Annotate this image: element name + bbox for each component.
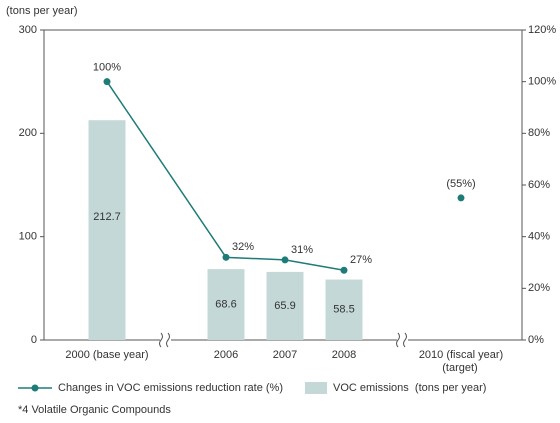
y2-tick-label: 0% [528,334,544,346]
axis-breaks [159,332,408,348]
legend-label: VOC emissions (tons per year) [333,382,486,394]
legend-swatch [305,382,327,394]
legend-label: Changes in VOC emissions reduction rate … [58,382,283,394]
footnote: *4 Volatile Organic Compounds [18,404,171,416]
x-tick-label: 2006 [214,349,238,361]
bar-value-label: 212.7 [93,211,121,223]
target-label: (target) [442,362,477,374]
x-tick-label: 2000 (base year) [65,349,148,361]
line-point [103,78,111,86]
y-tick-label: 0 [31,334,37,346]
target-point [457,194,465,202]
line-value-label: 31% [291,244,313,256]
y2-tick-label: 80% [528,127,550,139]
bar [207,269,245,340]
line [106,81,345,271]
bar [266,271,304,340]
target-value-label: (55%) [446,178,475,190]
y2-tick-label: 60% [528,179,550,191]
y-axis-label: (tons per year) [6,5,78,17]
line-value-label: 32% [232,241,254,253]
line-value-label: 100% [93,62,121,74]
line-point [222,253,230,261]
line-value-label: 27% [350,254,372,266]
y-tick-label: 300 [19,24,37,36]
line-point [281,256,289,264]
x-tick-label: 2008 [332,349,356,361]
x-tick-label: 2010 (fiscal year) [419,349,503,361]
y-tick-label: 100 [19,231,37,243]
bar-value-label: 65.9 [274,300,295,312]
y2-tick-label: 120% [528,24,556,36]
bar-value-label: 68.6 [215,298,236,310]
legend-point [31,384,39,392]
y-tick-label: 200 [19,127,37,139]
line-point [340,266,348,274]
bar [88,120,126,341]
bar-value-label: 58.5 [333,304,354,316]
y2-tick-label: 40% [528,231,550,243]
x-tick-label: 2007 [273,349,297,361]
y2-tick-label: 100% [528,76,556,88]
y2-tick-label: 20% [528,282,550,294]
bar [325,279,363,340]
